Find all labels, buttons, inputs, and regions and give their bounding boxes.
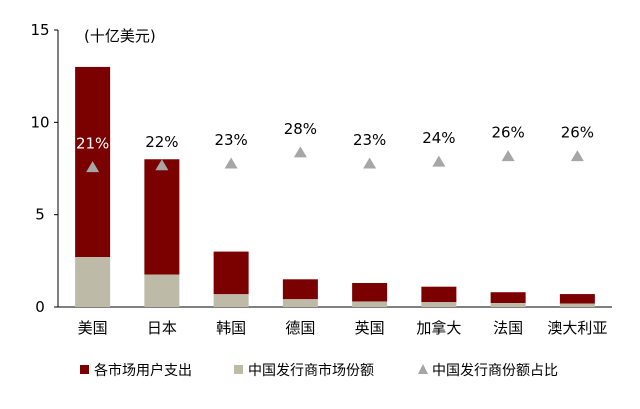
unit-label: (十亿美元) — [84, 27, 156, 45]
bar-user-spending — [282, 279, 318, 300]
share-label: 26% — [561, 124, 594, 142]
legend-swatch — [80, 365, 89, 374]
share-marker — [363, 157, 377, 169]
x-tick-label: 日本 — [147, 319, 177, 337]
bar-user-spending — [352, 282, 388, 302]
y-tick-label: 10 — [30, 113, 49, 131]
axes: 0 5 10 15 美国 日本 韩国 德国 英国 加拿大 法国 澳大利亚 — [30, 21, 612, 337]
share-marker — [432, 155, 446, 167]
bar-chinese-publisher-share — [144, 274, 180, 307]
legend-swatch — [234, 365, 243, 374]
bar-chinese-publisher-share — [559, 303, 595, 307]
share-label: 23% — [353, 131, 386, 149]
x-tick-label: 法国 — [493, 319, 523, 337]
legend-label: 中国发行商市场份额 — [248, 362, 374, 379]
share-label: 22% — [145, 133, 178, 151]
share-marker — [501, 150, 515, 162]
share-markers: 21% 22% 23% 28% 23% 24% 26% 26% — [76, 120, 594, 173]
bar-chinese-publisher-share — [352, 301, 388, 307]
y-tick-label: 0 — [35, 298, 45, 316]
x-tick-label: 英国 — [355, 319, 385, 337]
bar-chinese-publisher-share — [282, 299, 318, 307]
x-tick-label: 韩国 — [216, 319, 246, 337]
legend: 各市场用户支出 中国发行商市场份额 中国发行商份额占比 — [80, 362, 558, 379]
share-label: 26% — [491, 124, 524, 142]
bar-chinese-publisher-share — [421, 302, 457, 307]
y-tick-label: 15 — [30, 21, 49, 39]
bar-chinese-publisher-share — [213, 294, 249, 307]
x-tick-label: 加拿大 — [416, 319, 461, 337]
bar-user-spending — [421, 286, 457, 303]
share-label: 23% — [214, 131, 247, 149]
share-marker — [155, 159, 169, 171]
bar-user-spending — [490, 292, 526, 304]
y-tick-label: 5 — [35, 206, 45, 224]
bar-user-spending — [144, 159, 180, 275]
legend-label: 各市场用户支出 — [94, 362, 192, 379]
share-marker — [293, 146, 307, 158]
share-marker — [224, 157, 238, 169]
legend-label: 中国发行商份额占比 — [432, 363, 558, 379]
bar-chinese-publisher-share — [75, 257, 111, 307]
bars — [75, 66, 595, 307]
share-label: 24% — [422, 129, 455, 147]
share-label: 28% — [284, 120, 317, 138]
x-tick-label: 澳大利亚 — [547, 319, 607, 337]
bar-user-spending — [559, 294, 595, 304]
x-tick-label: 德国 — [285, 319, 315, 337]
share-label: 21% — [76, 135, 109, 153]
bar-user-spending — [213, 251, 249, 295]
x-tick-label: 美国 — [78, 319, 108, 337]
share-marker — [570, 150, 584, 162]
legend-swatch-triangle — [418, 364, 428, 374]
bar-chinese-publisher-share — [490, 303, 526, 307]
share-marker — [86, 161, 100, 173]
